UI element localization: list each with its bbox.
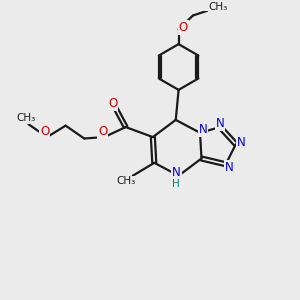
- Text: O: O: [98, 125, 107, 138]
- Text: O: O: [40, 125, 50, 138]
- Text: H: H: [172, 179, 180, 189]
- Text: CH₃: CH₃: [208, 2, 228, 12]
- Text: N: N: [216, 117, 224, 130]
- Text: CH₃: CH₃: [116, 176, 135, 186]
- Text: O: O: [178, 21, 188, 34]
- Text: N: N: [225, 160, 234, 174]
- Text: N: N: [237, 136, 246, 149]
- Text: CH₃: CH₃: [16, 113, 35, 124]
- Text: O: O: [108, 97, 117, 110]
- Text: N: N: [172, 166, 181, 179]
- Text: N: N: [199, 123, 207, 136]
